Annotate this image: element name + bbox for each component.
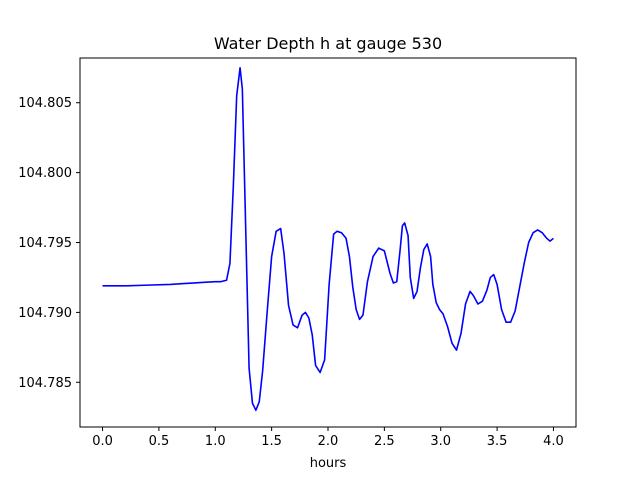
series-line-0 [102, 66, 554, 412]
x-tick-label: 1.0 [205, 434, 226, 449]
x-tick-label: 2.5 [374, 434, 395, 449]
y-tick-label: 104.795 [18, 236, 72, 251]
plot-area [102, 66, 554, 412]
x-tick-label: 0.5 [149, 434, 170, 449]
y-axis: 104.785 104.790 104.795 104.800 104.805 [18, 96, 80, 391]
x-tick-label: 3.0 [430, 434, 451, 449]
chart-title: Water Depth h at gauge 530 [214, 34, 442, 53]
x-tick-label: 3.5 [487, 434, 508, 449]
x-tick-label: 0.0 [92, 434, 113, 449]
x-tick-label: 4.0 [543, 434, 564, 449]
y-tick-label: 104.800 [18, 166, 72, 181]
y-tick-label: 104.785 [18, 376, 72, 391]
x-tick-label: 1.5 [261, 434, 282, 449]
x-tick-label: 2.0 [318, 434, 339, 449]
y-tick-label: 104.805 [18, 96, 72, 111]
x-axis: 0.0 0.5 1.0 1.5 2.0 2.5 3.0 3.5 4.0 [92, 427, 564, 449]
y-tick-label: 104.790 [18, 306, 72, 321]
x-axis-label: hours [310, 456, 347, 471]
